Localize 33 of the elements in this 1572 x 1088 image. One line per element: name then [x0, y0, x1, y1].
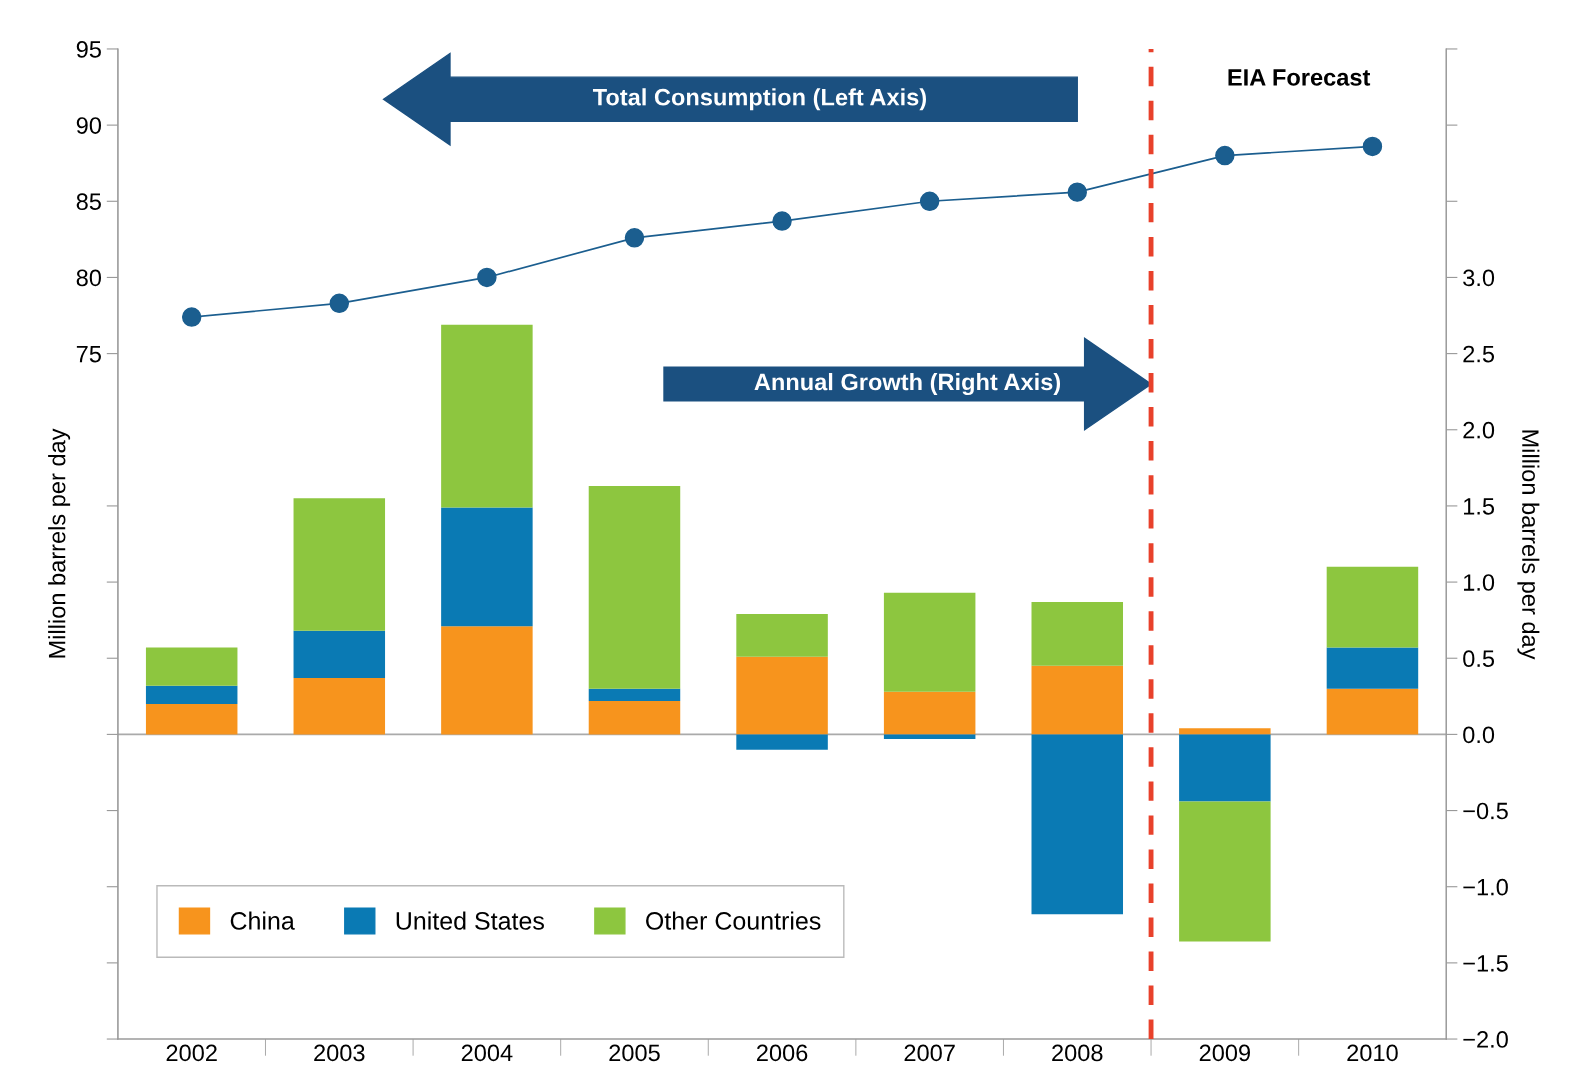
y2-tick-label: −0.5	[1463, 802, 1508, 820]
x-tick-label: 2005	[609, 1044, 660, 1062]
annotation: EIA Forecast	[1228, 69, 1371, 86]
x-tick-label: 2002	[166, 1044, 217, 1062]
y2-tick-label: 1.5	[1464, 498, 1495, 515]
x-tick-label: 2007	[904, 1044, 955, 1062]
y2-axis-title: Million barrels per day	[1517, 430, 1540, 660]
y2-tick-label: 3.0	[1463, 269, 1495, 287]
legend-label: United States	[396, 911, 544, 930]
annotation: Total Consumption (Left Axis)	[592, 88, 926, 111]
x-tick-label: 2010	[1347, 1044, 1398, 1062]
y-tick-label: 95	[76, 41, 101, 58]
x-tick-label: 2009	[1199, 1044, 1250, 1062]
y2-tick-label: −2.0	[1463, 1031, 1508, 1048]
y-tick-label: 80	[76, 269, 102, 287]
legend-label: China	[230, 911, 295, 930]
y-tick-label: 75	[76, 345, 101, 363]
y-tick-label: 85	[76, 193, 101, 211]
y-axis-title: Million barrels per day	[48, 428, 71, 658]
y2-tick-label: 1.0	[1464, 574, 1495, 591]
annotation: Annual Growth (Right Axis)	[754, 373, 1061, 396]
x-tick-label: 2003	[314, 1044, 365, 1062]
y2-tick-label: −1.5	[1463, 955, 1508, 972]
y2-tick-label: −1.0	[1463, 878, 1508, 896]
y2-tick-label: 0.0	[1463, 726, 1495, 744]
y2-tick-label: 0.5	[1463, 650, 1495, 668]
y-tick-label: 90	[76, 117, 102, 134]
x-tick-label: 2008	[1052, 1044, 1103, 1062]
legend-label: Other Countries	[646, 911, 821, 930]
y2-tick-label: 2.0	[1463, 421, 1495, 439]
x-tick-label: 2006	[757, 1044, 808, 1062]
x-tick-label: 2004	[461, 1044, 513, 1062]
y2-tick-label: 2.5	[1463, 345, 1495, 363]
